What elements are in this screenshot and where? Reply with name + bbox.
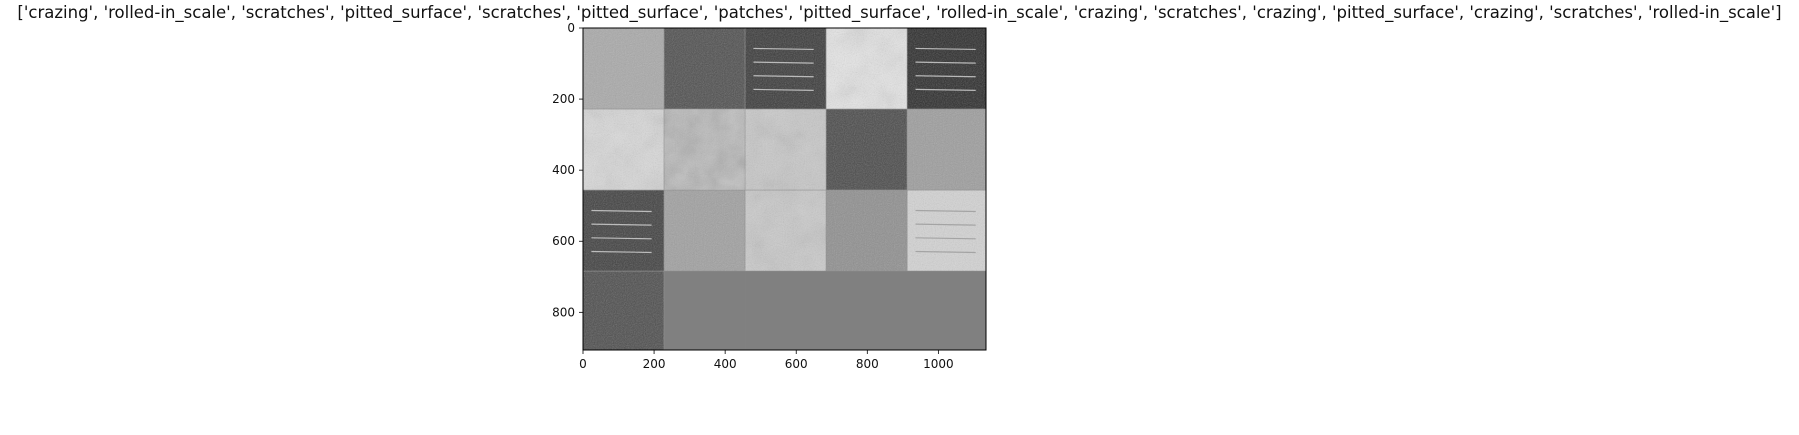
x-axis: 0 200 400 600 800 1000 (579, 350, 954, 371)
scratch-mark (591, 223, 652, 226)
scratch-mark (915, 88, 976, 92)
tile-texture (907, 109, 986, 190)
scratch-mark (591, 250, 652, 254)
scratch-mark (753, 47, 814, 51)
y-tick-label: 800 (552, 305, 575, 319)
y-tick-label: 400 (552, 163, 575, 177)
tile-blotches (745, 190, 826, 271)
tile-texture (583, 271, 664, 350)
x-tick-label: 800 (856, 357, 879, 371)
empty-tile (745, 271, 827, 350)
x-tick-label: 200 (643, 357, 666, 371)
tile-texture (826, 109, 907, 190)
tile-texture (583, 28, 664, 109)
scratch-mark (915, 47, 976, 51)
scratch-mark (753, 75, 814, 78)
tile-blotches (583, 109, 664, 190)
x-tick-label: 0 (579, 357, 587, 371)
x-tick-label: 600 (785, 357, 808, 371)
x-tick-label: 400 (714, 357, 737, 371)
y-tick-label: 200 (552, 92, 575, 106)
tile-texture (745, 28, 826, 109)
scratch-mark (753, 88, 814, 92)
tile-texture (907, 28, 986, 109)
tile-texture (664, 190, 745, 271)
x-tick-label: 1000 (923, 357, 954, 371)
scratch-mark (753, 61, 814, 64)
tile-blotches (826, 28, 907, 109)
scratch-mark (915, 237, 976, 240)
empty-tile (907, 271, 986, 350)
axes-frame (582, 27, 987, 351)
y-tick-label: 0 (567, 21, 575, 35)
scratch-mark (915, 209, 976, 213)
empty-tile (664, 271, 746, 350)
scratch-mark (915, 75, 976, 78)
y-axis: 0 200 400 600 800 (552, 21, 583, 319)
tile-blotches (664, 109, 745, 190)
tile-texture (826, 190, 907, 271)
empty-tile (826, 271, 908, 350)
tile-texture (907, 190, 986, 271)
scratch-mark (591, 209, 652, 213)
scratch-mark (591, 237, 652, 240)
y-tick-label: 600 (552, 234, 575, 248)
scratch-mark (915, 61, 976, 64)
tile-texture (664, 28, 745, 109)
tile-texture (583, 190, 664, 271)
tile-blotches (745, 109, 826, 190)
chart-title: ['crazing', 'rolled-in_scale', 'scratche… (17, 3, 1782, 22)
scratch-mark (915, 250, 976, 254)
scratch-mark (915, 223, 976, 226)
